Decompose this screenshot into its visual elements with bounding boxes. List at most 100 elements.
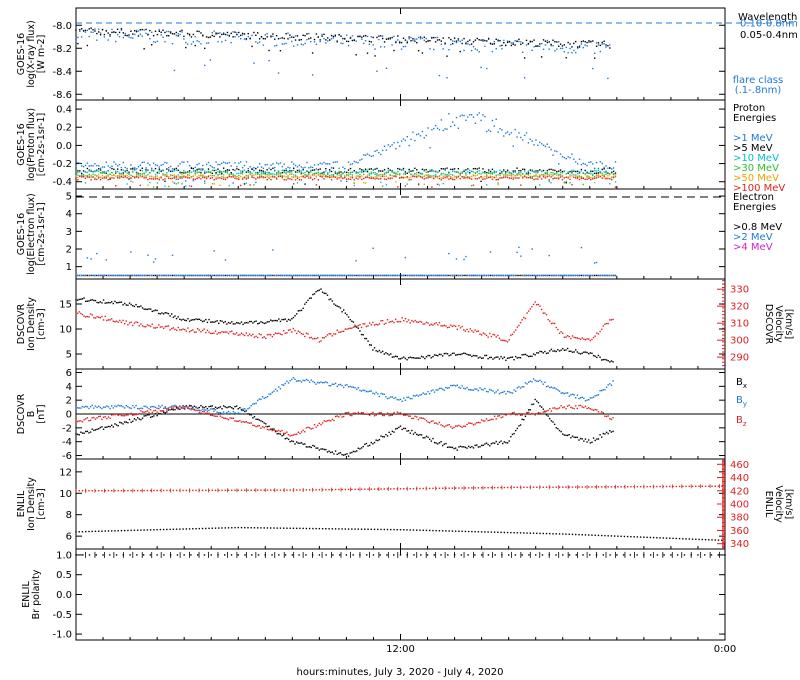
data-point <box>291 176 293 178</box>
data-point <box>122 161 125 164</box>
data-point <box>480 444 483 447</box>
data-point <box>177 169 179 171</box>
data-point <box>518 173 520 175</box>
data-point <box>190 176 193 179</box>
data-point <box>453 40 456 43</box>
data-point <box>94 299 97 302</box>
data-point <box>539 45 541 48</box>
data-point <box>245 38 248 41</box>
data-point <box>209 274 212 277</box>
data-point <box>537 380 540 382</box>
data-point <box>581 352 583 354</box>
data-point <box>296 166 299 168</box>
data-point <box>101 407 103 410</box>
data-point <box>315 175 318 177</box>
data-point <box>105 30 107 32</box>
data-point <box>451 174 454 176</box>
data-point <box>383 414 385 417</box>
data-point <box>554 40 556 43</box>
data-point <box>130 529 132 532</box>
data-point <box>156 40 159 43</box>
data-point <box>578 352 580 355</box>
data-point <box>152 176 155 179</box>
data-point <box>373 393 376 395</box>
data-point <box>318 382 321 384</box>
data-point <box>487 38 490 40</box>
data-point <box>417 434 420 436</box>
data-point <box>192 406 194 408</box>
data-point <box>321 337 324 339</box>
data-point <box>567 156 569 158</box>
data-point <box>271 391 274 394</box>
data-point <box>523 170 526 172</box>
data-point <box>96 252 98 255</box>
data-point <box>117 414 119 416</box>
data-point <box>453 352 455 354</box>
data-point <box>385 322 387 325</box>
y-tick-label: -4 <box>62 437 72 448</box>
data-point <box>184 405 186 408</box>
data-point <box>492 358 494 360</box>
data-point <box>584 44 586 46</box>
data-point <box>202 175 204 177</box>
data-point <box>472 447 475 449</box>
data-point <box>412 169 414 172</box>
data-point <box>310 40 312 43</box>
y-tick-label: 1 <box>66 262 72 273</box>
data-point <box>372 274 374 277</box>
data-point <box>527 170 530 172</box>
data-point <box>463 114 465 117</box>
data-point <box>289 170 291 172</box>
data-point <box>388 397 390 399</box>
data-point <box>205 42 208 44</box>
data-point <box>111 31 113 34</box>
data-point <box>101 29 104 31</box>
data-point <box>238 172 240 175</box>
data-point <box>607 274 609 277</box>
data-point <box>126 34 128 37</box>
data-point <box>552 407 554 409</box>
data-point <box>560 405 562 407</box>
data-point <box>110 424 113 426</box>
data-point <box>514 390 517 393</box>
data-point <box>476 114 478 116</box>
data-point <box>161 410 163 412</box>
data-point <box>263 426 265 429</box>
data-point <box>202 176 204 179</box>
data-point <box>561 155 564 158</box>
data-point <box>228 184 231 187</box>
data-point <box>154 409 157 412</box>
data-point <box>351 39 354 42</box>
data-point <box>365 442 368 445</box>
left-axis-label: GOES-16 log(Electron flux) [cm-2s-1sr-1] <box>16 193 47 275</box>
data-point <box>156 164 159 167</box>
data-point <box>230 173 232 175</box>
data-point <box>317 163 319 166</box>
data-point <box>421 168 424 171</box>
data-point <box>175 183 178 185</box>
data-point <box>510 44 513 47</box>
data-point <box>151 167 153 170</box>
data-point <box>213 410 215 413</box>
data-point <box>491 176 494 178</box>
data-point <box>118 274 121 277</box>
data-point <box>425 435 428 438</box>
data-point <box>224 33 227 36</box>
data-point <box>224 406 226 408</box>
data-point <box>487 171 490 173</box>
data-point <box>145 274 147 277</box>
data-point <box>394 396 397 399</box>
data-point <box>221 412 223 415</box>
data-point <box>162 407 165 410</box>
data-point <box>555 408 557 410</box>
data-point <box>459 173 461 175</box>
data-point <box>247 174 249 177</box>
data-point <box>518 169 520 172</box>
data-point <box>283 163 285 165</box>
data-point <box>386 319 389 321</box>
panel-frame <box>75 188 726 280</box>
legend-entry: >2 MeV <box>733 232 773 243</box>
data-point <box>130 412 132 415</box>
data-point <box>88 173 90 176</box>
data-point <box>506 170 509 173</box>
